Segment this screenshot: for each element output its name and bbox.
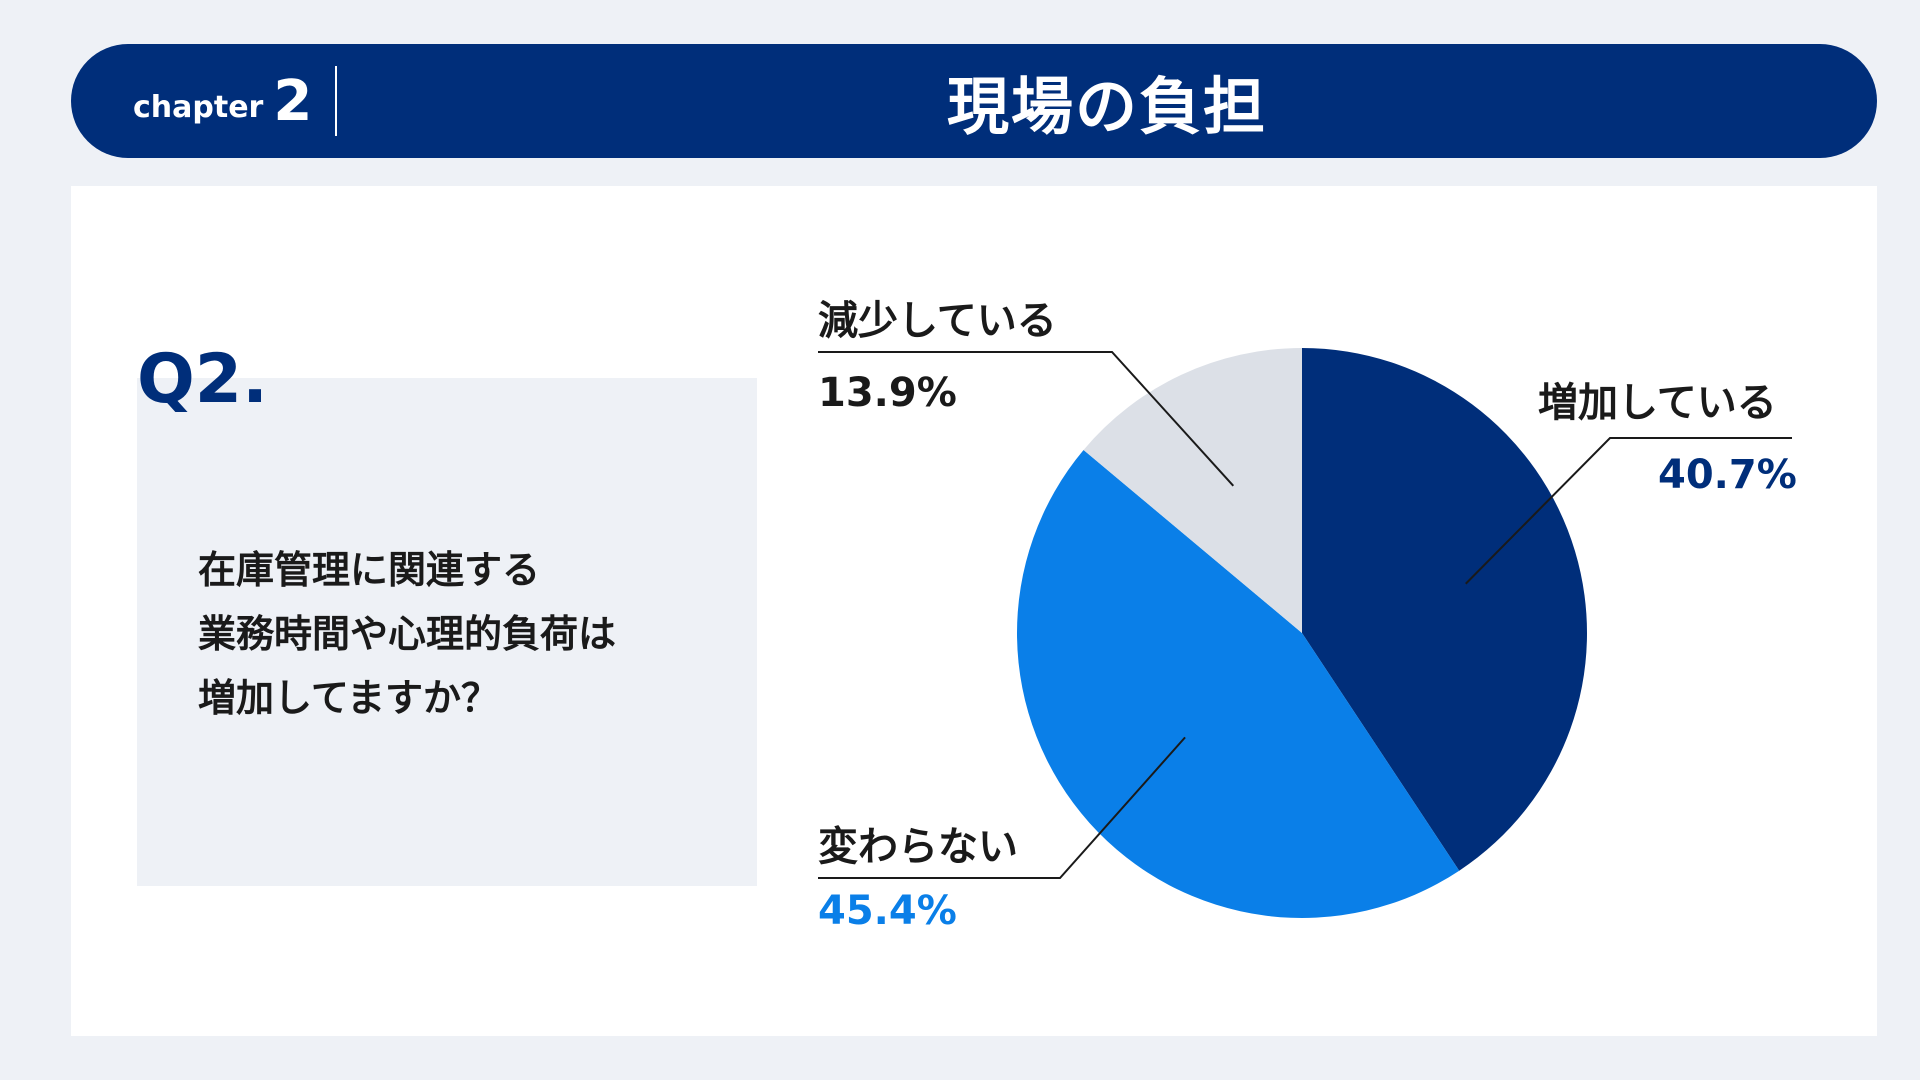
leader-line-decrease (818, 351, 1235, 487)
pie-slice-decrease (1083, 348, 1302, 633)
label-no-change: 変わらない (818, 824, 1018, 870)
header-divider (335, 66, 337, 136)
chapter-indicator: chapter 2 (133, 44, 312, 158)
question-label: Q2. (137, 340, 268, 419)
question-text: 在庫管理に関連する 業務時間や心理的負荷は 増加してますか？ (198, 538, 616, 730)
value-no-change: 45.4% (818, 888, 957, 934)
value-decrease: 13.9% (818, 370, 957, 416)
chapter-header: chapter 2 現場の負担 (71, 44, 1877, 158)
page-title: 現場の負担 (946, 70, 1267, 143)
question-line-3: 増加してますか？ (198, 676, 499, 720)
question-line-1: 在庫管理に関連する (198, 548, 541, 592)
question-box (137, 378, 757, 886)
leader-line-no-change (818, 736, 1186, 879)
label-increase: 増加している (1538, 380, 1777, 426)
pie-slice-increase (1302, 348, 1587, 871)
label-decrease: 減少している (818, 298, 1057, 344)
value-increase: 40.7% (1658, 452, 1797, 498)
question-line-2: 業務時間や心理的負荷は (198, 612, 617, 656)
chapter-word: chapter (133, 89, 264, 125)
leader-line-increase (1465, 437, 1792, 585)
chapter-number: 2 (273, 68, 313, 134)
